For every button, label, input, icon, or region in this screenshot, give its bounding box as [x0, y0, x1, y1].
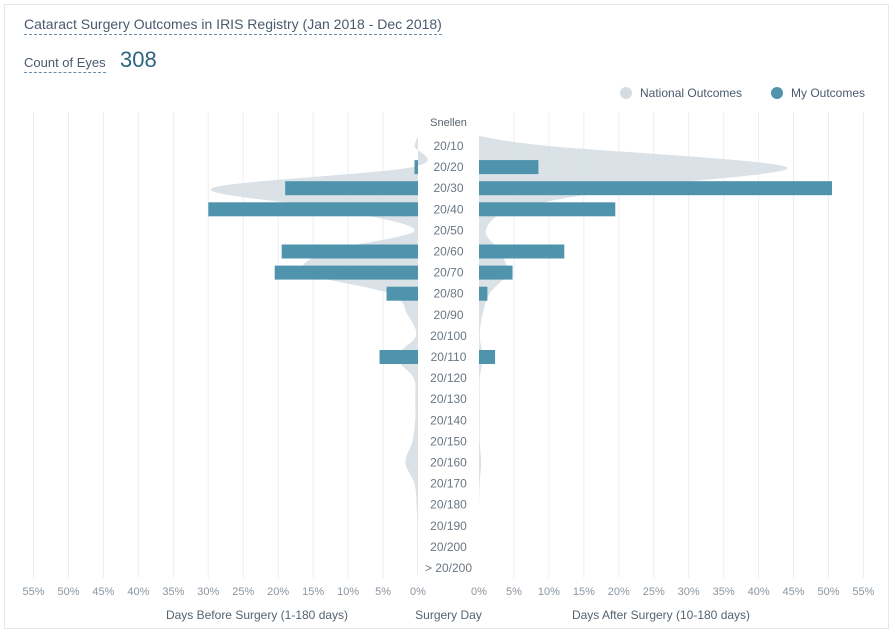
x-tick-right: 10%: [538, 586, 560, 598]
legend-swatch-my-outcomes: [771, 87, 783, 99]
bar-after-1: [479, 160, 539, 175]
bar-after-10: [479, 350, 496, 364]
category-label: 20/170: [430, 477, 467, 491]
category-label: 20/10: [433, 139, 463, 153]
x-tick-right: 50%: [817, 586, 839, 598]
category-label: 20/30: [433, 181, 463, 195]
bar-before-1: [414, 160, 418, 175]
bar-before-3: [208, 202, 418, 217]
legend-label-national: National Outcomes: [640, 86, 743, 100]
legend-swatch-national: [620, 87, 632, 99]
x-axis-title-after: Days After Surgery (10-180 days): [572, 608, 750, 622]
national-area-after: [478, 136, 788, 578]
x-axis-title-center: Surgery Day: [415, 608, 482, 622]
bar-before-5: [281, 244, 418, 259]
x-tick-right: 5%: [506, 586, 522, 598]
bar-after-2: [479, 181, 832, 196]
x-tick-left: 15%: [302, 586, 324, 598]
x-tick-left: 30%: [197, 586, 219, 598]
category-label: 20/150: [430, 434, 467, 448]
category-label: 20/20: [433, 160, 463, 174]
x-tick-left: 35%: [162, 586, 184, 598]
legend-label-my-outcomes: My Outcomes: [791, 86, 866, 100]
bar-after-5: [479, 244, 565, 259]
count-of-eyes-value: 308: [120, 47, 157, 72]
category-label: 20/100: [430, 329, 467, 343]
category-label: 20/160: [430, 456, 467, 470]
category-label: 20/110: [431, 350, 467, 364]
x-tick-left: 0%: [410, 586, 426, 598]
x-tick-right: 40%: [748, 586, 770, 598]
x-tick-right: 0%: [471, 586, 487, 598]
x-tick-right: 25%: [643, 586, 665, 598]
bar-after-6: [479, 265, 513, 280]
x-tick-left: 45%: [92, 586, 114, 598]
legend-item-my-outcomes[interactable]: My Outcomes: [771, 86, 865, 100]
category-label: 20/90: [433, 308, 463, 322]
legend-item-national[interactable]: National Outcomes: [620, 86, 742, 100]
category-label: 20/60: [433, 245, 463, 259]
snellen-axis-label: Snellen: [430, 117, 467, 129]
x-tick-left: 25%: [232, 586, 254, 598]
x-tick-left: 50%: [57, 586, 79, 598]
category-label: 20/50: [433, 223, 463, 237]
category-label: 20/70: [433, 266, 463, 280]
x-tick-right: 35%: [713, 586, 735, 598]
x-tick-right: 45%: [783, 586, 805, 598]
bar-before-2: [285, 181, 418, 196]
category-label: 20/120: [430, 371, 467, 385]
x-tick-left: 5%: [375, 586, 391, 598]
x-tick-left: 10%: [337, 586, 359, 598]
category-label: 20/180: [430, 498, 467, 512]
category-label: 20/200: [430, 540, 467, 554]
chart-title[interactable]: Cataract Surgery Outcomes in IRIS Regist…: [24, 16, 442, 35]
category-label: 20/80: [433, 287, 463, 301]
bar-before-10: [379, 350, 418, 364]
category-label: 20/140: [430, 413, 467, 427]
category-label: > 20/200: [425, 561, 472, 575]
x-tick-right: 55%: [852, 586, 874, 598]
count-of-eyes-label[interactable]: Count of Eyes: [24, 55, 106, 73]
bar-after-7: [479, 286, 488, 301]
category-label: 20/130: [430, 392, 467, 406]
x-tick-right: 15%: [573, 586, 595, 598]
x-tick-right: 30%: [678, 586, 700, 598]
x-tick-left: 20%: [267, 586, 289, 598]
x-tick-right: 20%: [608, 586, 630, 598]
category-label: 20/190: [430, 519, 467, 533]
category-label: 20/40: [433, 202, 463, 216]
x-axis-title-before: Days Before Surgery (1-180 days): [166, 608, 348, 622]
bar-after-3: [479, 202, 616, 217]
x-tick-left: 55%: [23, 586, 45, 598]
bar-before-6: [274, 265, 418, 280]
x-tick-left: 40%: [127, 586, 149, 598]
bar-before-7: [386, 286, 418, 301]
chart-panel: [4, 4, 889, 629]
